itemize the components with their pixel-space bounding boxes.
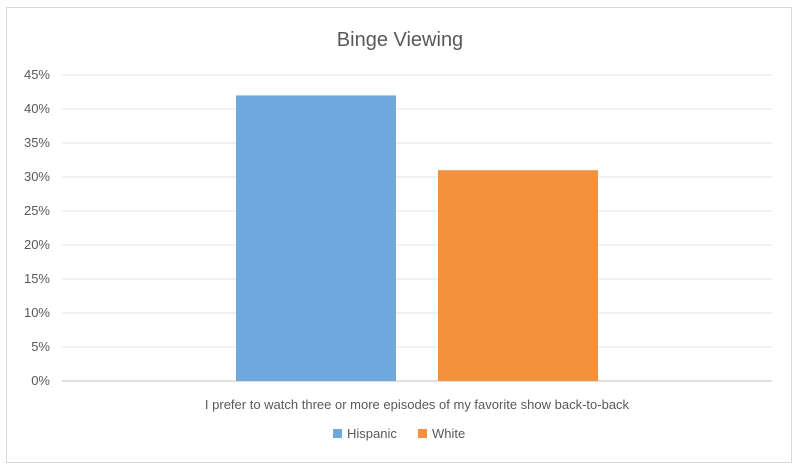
legend-label-hispanic: Hispanic	[347, 426, 397, 441]
y-tick-label: 40%	[24, 101, 50, 116]
gridlines	[62, 74, 772, 382]
y-tick-label: 45%	[24, 67, 50, 82]
legend-label-white: White	[432, 426, 465, 441]
legend-swatch-hispanic	[333, 429, 342, 438]
bar-hispanic	[236, 95, 396, 382]
y-axis-ticks: 0% 5% 10% 15% 20% 25% 30% 35% 40% 45%	[24, 67, 50, 388]
y-tick-label: 10%	[24, 305, 50, 320]
y-tick-label: 20%	[24, 237, 50, 252]
bars	[236, 95, 598, 382]
legend: Hispanic White	[333, 426, 465, 441]
y-tick-label: 35%	[24, 135, 50, 150]
y-tick-label: 30%	[24, 169, 50, 184]
bar-white	[438, 170, 598, 381]
chart-title: Binge Viewing	[337, 29, 463, 51]
chart-frame	[6, 7, 792, 463]
y-tick-label: 25%	[24, 203, 50, 218]
legend-swatch-white	[418, 429, 427, 438]
y-tick-label: 5%	[31, 339, 50, 354]
x-category-label: I prefer to watch three or more episodes…	[205, 397, 630, 412]
y-tick-label: 15%	[24, 271, 50, 286]
y-tick-label: 0%	[31, 373, 50, 388]
